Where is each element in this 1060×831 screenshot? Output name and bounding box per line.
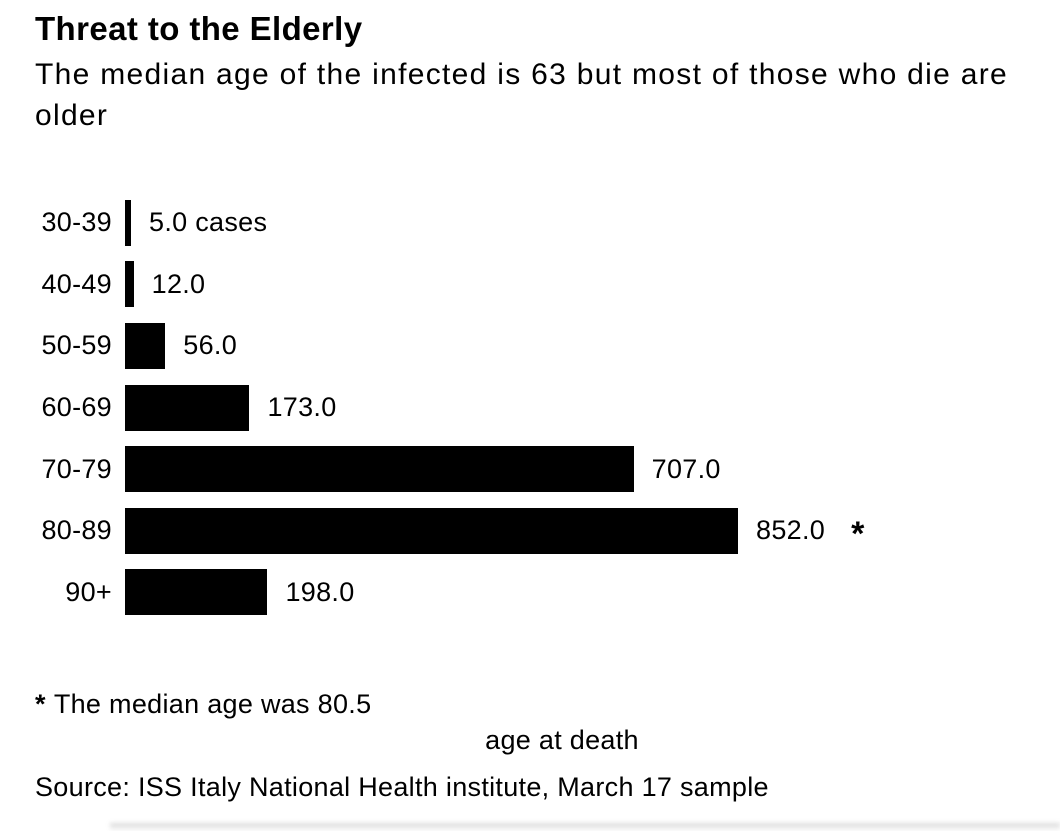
- chart-title: Threat to the Elderly: [35, 10, 363, 47]
- chart-row: 60-69 173.0: [35, 377, 1060, 439]
- category-label: 30-39: [41, 207, 112, 238]
- source-line: Source: ISS Italy National Health instit…: [35, 772, 769, 803]
- category-label: 80-89: [41, 515, 112, 546]
- bar: [125, 261, 134, 308]
- bottom-shadow: [110, 823, 1060, 831]
- category-label: 50-59: [41, 330, 112, 361]
- bar: [125, 507, 738, 554]
- bar: [125, 384, 250, 431]
- bar: [125, 569, 268, 616]
- footnote-text: The median age was 80.5: [53, 689, 372, 720]
- category-label: 60-69: [41, 392, 112, 423]
- category-label: 70-79: [41, 453, 112, 484]
- chart-row: 50-59 56.0: [35, 315, 1060, 377]
- annotation-marker: *: [851, 514, 865, 553]
- value-label: 173.0: [267, 392, 337, 423]
- bar: [125, 199, 131, 246]
- footnote: * The median age was 80.5: [35, 689, 1060, 720]
- bar: [125, 322, 166, 369]
- value-label: 198.0: [285, 576, 355, 607]
- chart-subtitle: The median age of the infected is 63 but…: [35, 57, 1009, 132]
- x-axis-label: age at death: [485, 725, 639, 756]
- chart-row: 70-79 707.0: [35, 438, 1060, 500]
- bar: [125, 446, 634, 493]
- bar-chart: 30-39 5.0 cases 40-49 12.0 50-59 56.0 60-69 173…: [35, 192, 1060, 623]
- footnote-marker: *: [35, 689, 46, 720]
- chart-row: 90+ 198.0: [35, 562, 1060, 624]
- value-label: 12.0: [151, 268, 206, 299]
- value-label: 5.0 cases: [149, 207, 268, 238]
- chart-row: 80-89 852.0 *: [35, 500, 1060, 562]
- value-label: 707.0: [651, 453, 721, 484]
- value-label: 852.0: [756, 515, 826, 546]
- value-label: 56.0: [183, 330, 238, 361]
- category-label: 40-49: [41, 268, 112, 299]
- category-label: 90+: [65, 576, 112, 607]
- chart-row: 30-39 5.0 cases: [35, 192, 1060, 254]
- chart-row: 40-49 12.0: [35, 254, 1060, 316]
